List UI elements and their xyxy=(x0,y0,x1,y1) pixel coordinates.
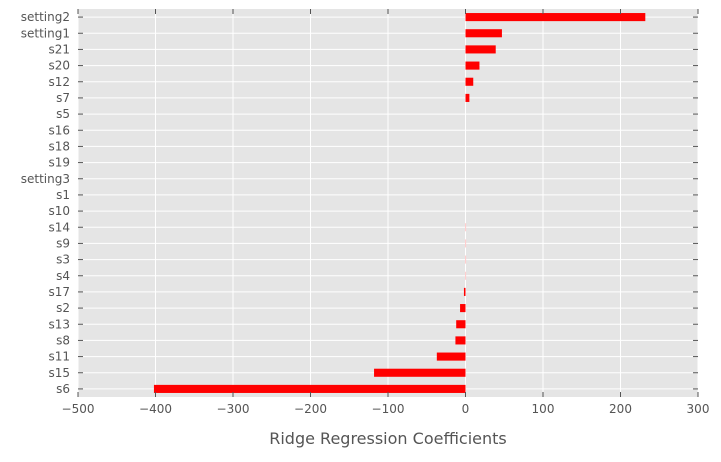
y-tick-label: setting3 xyxy=(21,172,70,186)
y-tick-label: s8 xyxy=(56,333,70,347)
x-tick-label: −100 xyxy=(372,402,405,416)
y-tick-label: s6 xyxy=(56,382,70,396)
y-tick-label: s16 xyxy=(48,123,70,137)
y-tick-label: s13 xyxy=(48,317,70,331)
bar-s14 xyxy=(465,223,467,232)
y-tick-label: s7 xyxy=(56,91,70,105)
y-tick-label: s14 xyxy=(48,220,70,234)
bar-s6 xyxy=(153,384,466,393)
y-tick-label: setting1 xyxy=(21,26,70,40)
x-tick-label: −200 xyxy=(294,402,327,416)
y-tick-label: s19 xyxy=(48,156,70,170)
x-tick-label: −500 xyxy=(62,402,95,416)
bar-s12 xyxy=(465,77,474,86)
bar-s13 xyxy=(456,320,466,329)
y-tick-label: s21 xyxy=(48,42,70,56)
bar-setting2 xyxy=(465,13,646,22)
bar-s11 xyxy=(436,352,466,361)
bar-s20 xyxy=(465,61,480,70)
y-tick-label: s15 xyxy=(48,366,70,380)
y-tick-label: setting2 xyxy=(21,10,70,24)
y-tick-label: s20 xyxy=(48,59,70,73)
bar-s21 xyxy=(465,45,496,54)
x-tick-label: −400 xyxy=(139,402,172,416)
y-tick-label: s18 xyxy=(48,139,70,153)
y-tick-label: s11 xyxy=(48,350,70,364)
bar-setting1 xyxy=(465,29,502,38)
y-tick-label: s4 xyxy=(56,269,70,283)
y-tick-label: s12 xyxy=(48,75,70,89)
y-tick-label: s9 xyxy=(56,236,70,250)
tick-labels: −500 −400 −300 −200 −100 0 100 200 300 s6 s15 s11 s8… xyxy=(21,10,710,416)
x-tick-label: 100 xyxy=(532,402,555,416)
x-tick-label: −300 xyxy=(217,402,250,416)
x-tick-label: 200 xyxy=(609,402,632,416)
bar-s7 xyxy=(465,93,470,102)
x-axis-label: Ridge Regression Coefficients xyxy=(269,429,507,448)
bar-s3 xyxy=(465,255,467,264)
bars xyxy=(153,13,646,393)
y-tick-label: s2 xyxy=(56,301,70,315)
y-tick-label: s1 xyxy=(56,188,70,202)
y-tick-label: s10 xyxy=(48,204,70,218)
x-tick-label: 0 xyxy=(462,402,470,416)
bar-s15 xyxy=(374,368,466,377)
axis-ticks xyxy=(77,9,699,397)
bar-s17 xyxy=(463,287,466,296)
y-tick-label: s5 xyxy=(56,107,70,121)
x-tick-label: 300 xyxy=(687,402,710,416)
bar-s8 xyxy=(455,336,466,345)
y-tick-label: s3 xyxy=(56,253,70,267)
y-tick-label: s17 xyxy=(48,285,70,299)
bar-s2 xyxy=(460,304,466,313)
bar-s9 xyxy=(465,239,467,248)
bar-s4 xyxy=(465,271,467,280)
